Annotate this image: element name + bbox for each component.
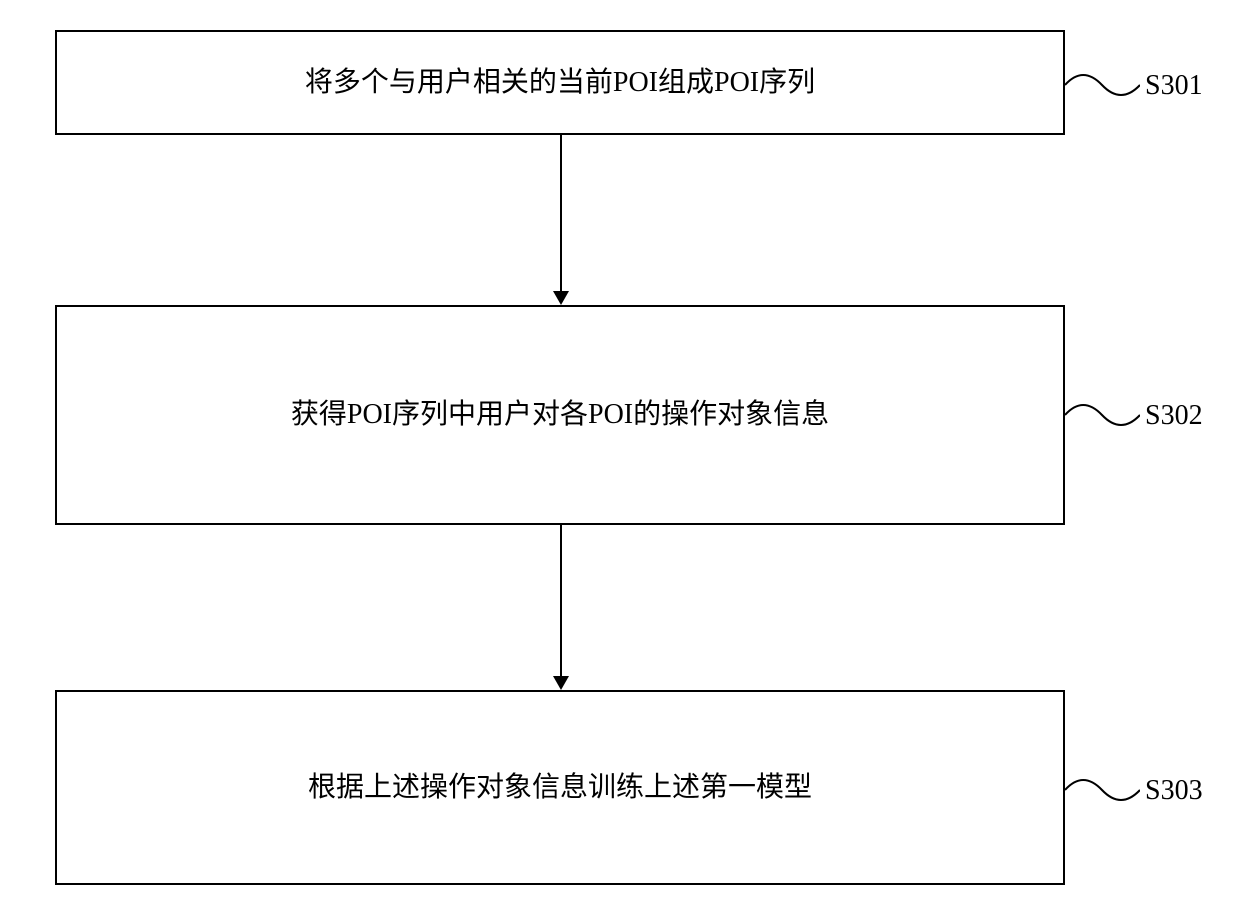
step-box-1: 将多个与用户相关的当前POI组成POI序列 bbox=[55, 30, 1065, 135]
wavy-connector-2 bbox=[1065, 390, 1140, 440]
wavy-connector-3 bbox=[1065, 765, 1140, 815]
flowchart-container: 将多个与用户相关的当前POI组成POI序列 S301 获得POI序列中用户对各P… bbox=[0, 0, 1240, 915]
step-text-1: 将多个与用户相关的当前POI组成POI序列 bbox=[305, 63, 815, 102]
arrow-head-2 bbox=[553, 676, 569, 690]
step-text-3: 根据上述操作对象信息训练上述第一模型 bbox=[308, 768, 812, 807]
arrow-head-1 bbox=[553, 291, 569, 305]
step-text-2: 获得POI序列中用户对各POI的操作对象信息 bbox=[291, 395, 829, 434]
step-label-1: S301 bbox=[1145, 70, 1203, 102]
step-box-2: 获得POI序列中用户对各POI的操作对象信息 bbox=[55, 305, 1065, 525]
arrow-line-1 bbox=[560, 135, 562, 291]
arrow-line-2 bbox=[560, 525, 562, 676]
step-label-3: S303 bbox=[1145, 775, 1203, 807]
step-box-3: 根据上述操作对象信息训练上述第一模型 bbox=[55, 690, 1065, 885]
step-label-2: S302 bbox=[1145, 400, 1203, 432]
wavy-connector-1 bbox=[1065, 60, 1140, 110]
